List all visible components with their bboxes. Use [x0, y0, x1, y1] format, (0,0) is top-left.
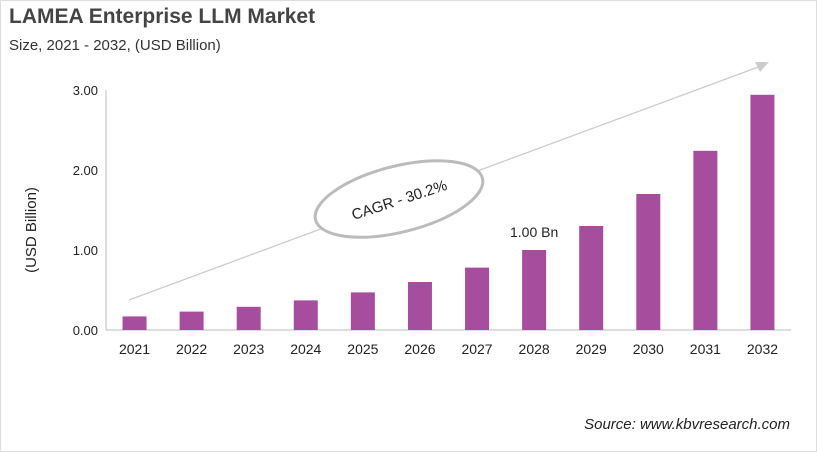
x-tick-label: 2023 [233, 341, 264, 357]
y-tick-label: 0.00 [73, 323, 98, 338]
bar-2026 [407, 282, 432, 330]
bar-2030 [636, 194, 661, 330]
chart-title: LAMEA Enterprise LLM Market [9, 5, 316, 28]
y-tick-label: 3.00 [73, 83, 98, 98]
bar-2024 [293, 300, 318, 330]
x-tick-label: 2021 [119, 341, 150, 357]
x-tick-label: 2025 [347, 341, 378, 357]
source-text: Source: www.kbvresearch.com [584, 416, 790, 433]
data-label: 1.00 Bn [510, 224, 558, 240]
y-tick-label: 1.00 [73, 243, 98, 258]
x-tick-label: 2022 [176, 341, 207, 357]
x-tick-label: 2032 [747, 341, 778, 357]
x-tick-label: 2029 [576, 341, 607, 357]
bar-2021 [122, 316, 147, 330]
bar-2031 [693, 150, 718, 330]
x-tick-label: 2030 [633, 341, 664, 357]
cagr-ellipse [313, 159, 485, 239]
bar-2025 [350, 292, 375, 330]
x-tick-label: 2027 [461, 341, 492, 357]
x-tick-label: 2026 [404, 341, 435, 357]
x-tick-label: 2031 [690, 341, 721, 357]
bar-2023 [236, 306, 261, 330]
y-tick-label: 2.00 [73, 163, 98, 178]
bar-2027 [465, 267, 490, 330]
bar-2029 [579, 226, 604, 330]
bar-2032 [750, 94, 775, 330]
x-tick-label: 2028 [519, 341, 550, 357]
chart-subtitle: Size, 2021 - 2032, (USD Billion) [9, 37, 221, 54]
bar-2028 [522, 250, 547, 330]
bar-2022 [179, 311, 204, 330]
trend-arrow-head [755, 62, 769, 72]
x-tick-label: 2024 [290, 341, 321, 357]
y-axis-label: (USD Billion) [23, 187, 40, 273]
